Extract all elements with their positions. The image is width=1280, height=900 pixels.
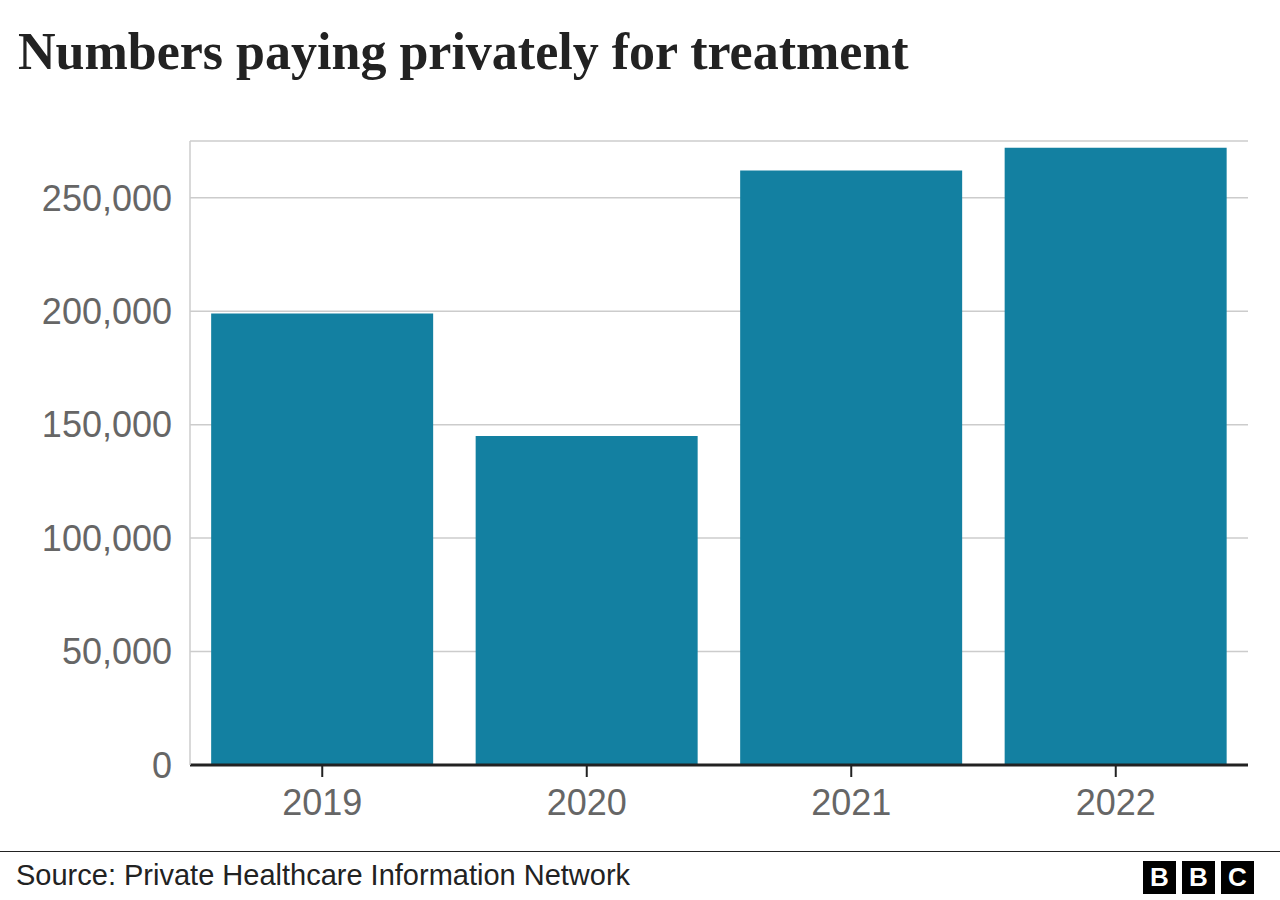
svg-text:2019: 2019 bbox=[282, 782, 362, 823]
html-text:B: B bbox=[1150, 862, 1169, 892]
svg-text:200,000: 200,000 bbox=[42, 291, 172, 332]
svg-text:150,000: 150,000 bbox=[42, 404, 172, 445]
svg-text:50,000: 50,000 bbox=[62, 631, 172, 672]
svg-text:0: 0 bbox=[152, 745, 172, 786]
svg-text:2021: 2021 bbox=[811, 782, 891, 823]
svg-text:2020: 2020 bbox=[547, 782, 627, 823]
html-text:C: C bbox=[1228, 862, 1247, 892]
svg-text:100,000: 100,000 bbox=[42, 518, 172, 559]
svg-text:2022: 2022 bbox=[1076, 782, 1156, 823]
html-text:Numbers paying privately for t: Numbers paying privately for treatment bbox=[18, 23, 909, 80]
html-text:B: B bbox=[1189, 862, 1208, 892]
html-text:Source: Private Healthcare Inf: Source: Private Healthcare Information N… bbox=[16, 859, 631, 891]
svg-text:250,000: 250,000 bbox=[42, 178, 172, 219]
